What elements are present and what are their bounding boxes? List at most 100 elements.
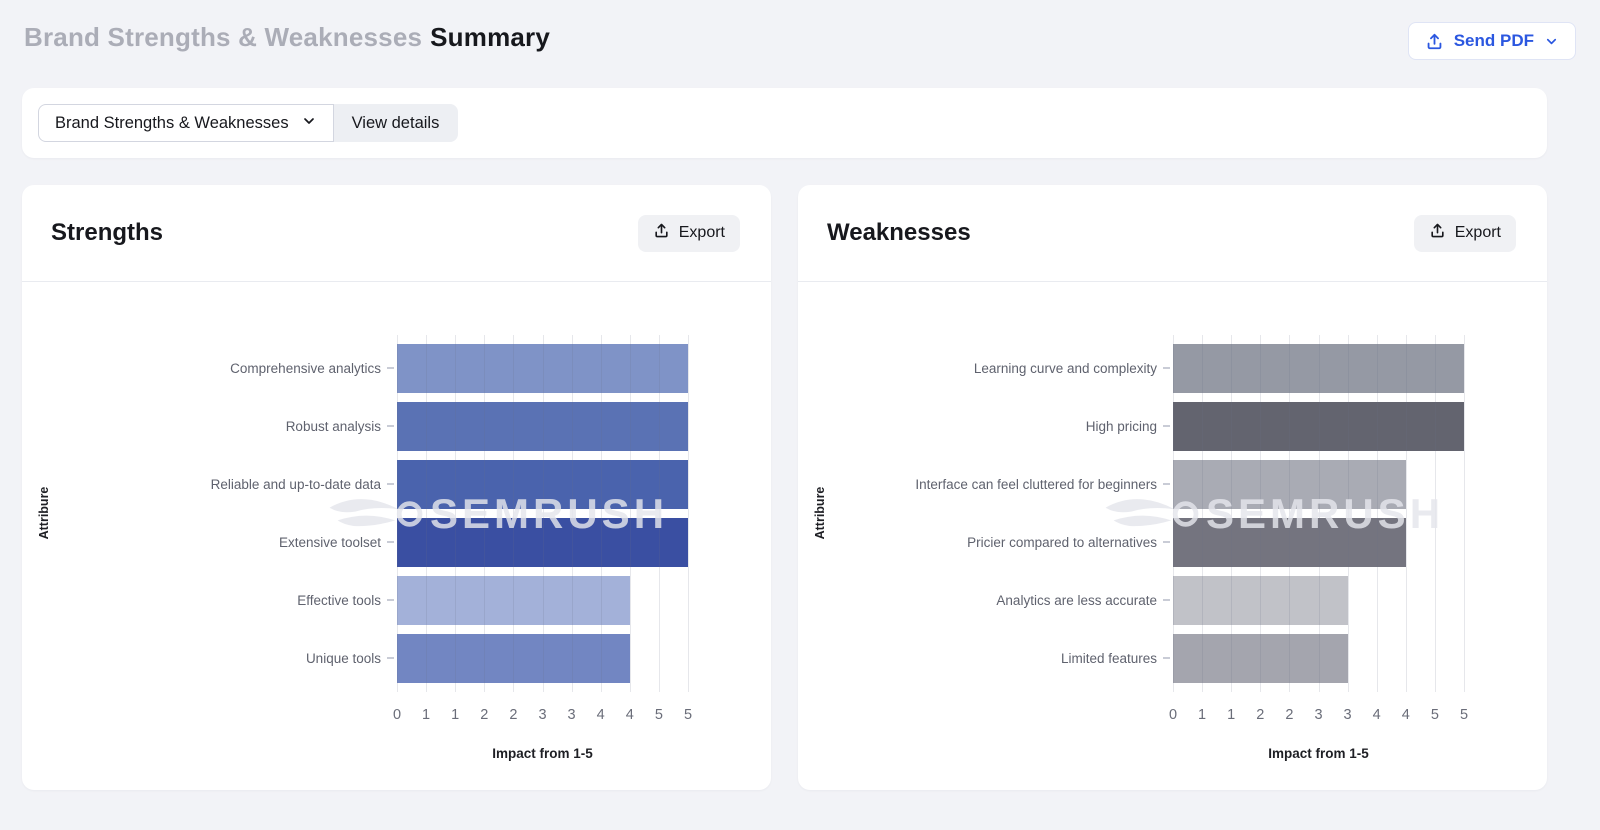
category-label: Extensive toolset xyxy=(278,534,381,550)
category-label-cell: Reliable and up-to-date data xyxy=(22,477,397,492)
bar-row: Interface can feel cluttered for beginne… xyxy=(798,455,1547,513)
weaknesses-card-header: Weaknesses Export xyxy=(798,185,1547,282)
bar xyxy=(1173,459,1406,509)
category-label: Limited features xyxy=(1060,650,1157,666)
x-tick-label: 2 xyxy=(480,707,489,723)
bar-row: Robust analysis xyxy=(22,397,771,455)
x-tick-label: 2 xyxy=(509,707,518,723)
category-label-cell: Robust analysis xyxy=(22,419,397,434)
weaknesses-card: Weaknesses Export Attribure Learning cur… xyxy=(798,185,1547,790)
page-title: Brand Strengths & Weaknesses Summary xyxy=(24,22,550,53)
x-tick-label: 1 xyxy=(1198,707,1207,723)
y-tick xyxy=(1163,367,1170,369)
upload-icon xyxy=(1425,32,1444,51)
bar-row: Extensive toolset xyxy=(22,513,771,571)
bar xyxy=(397,401,688,451)
bar xyxy=(1173,343,1464,393)
strengths-card-header: Strengths Export xyxy=(22,185,771,282)
category-label: Learning curve and complexity xyxy=(973,360,1157,376)
x-tick-label: 1 xyxy=(1227,707,1236,723)
x-tick-label: 5 xyxy=(1459,707,1469,723)
weaknesses-chart: Attribure Learning curve and complexity H… xyxy=(798,282,1547,789)
page-header: Brand Strengths & Weaknesses Summary Send… xyxy=(0,0,1600,60)
x-tick-label: 2 xyxy=(1285,707,1294,723)
upload-icon xyxy=(1429,222,1446,244)
page-title-report-name: Brand Strengths & Weaknesses xyxy=(24,22,423,52)
page-title-section: Summary xyxy=(430,22,551,52)
report-dropdown[interactable]: Brand Strengths & Weaknesses xyxy=(38,104,334,142)
upload-icon xyxy=(653,222,670,244)
y-tick xyxy=(1163,425,1170,427)
bar-rows: Learning curve and complexity High pricin… xyxy=(798,339,1547,687)
category-label: High pricing xyxy=(1085,418,1157,434)
bar-row: Reliable and up-to-date data xyxy=(22,455,771,513)
bar xyxy=(397,343,688,393)
category-label-cell: Interface can feel cluttered for beginne… xyxy=(798,477,1173,492)
send-pdf-label: Send PDF xyxy=(1453,31,1534,50)
chevron-down-icon xyxy=(1544,34,1559,49)
y-tick xyxy=(387,425,394,427)
category-label: Pricier compared to alternatives xyxy=(967,534,1157,550)
x-axis-ticks: 0 1 1 2 2 3 3 4 4 5 5 xyxy=(393,707,692,725)
y-tick xyxy=(387,657,394,659)
bar-row: Limited features xyxy=(798,629,1547,687)
category-label-cell: Pricier compared to alternatives xyxy=(798,535,1173,550)
bar xyxy=(1173,517,1406,567)
view-details-label: View details xyxy=(351,113,440,132)
x-tick-label: 3 xyxy=(1343,707,1352,723)
category-label-cell: Unique tools xyxy=(22,651,397,666)
x-tick-label: 5 xyxy=(1430,707,1439,723)
y-tick xyxy=(1163,657,1170,659)
category-label: Unique tools xyxy=(305,650,381,666)
strengths-card: Strengths Export Attribure Comprehensive… xyxy=(22,185,771,790)
x-tick-label: 4 xyxy=(625,707,634,723)
x-tick-label: 4 xyxy=(1372,707,1381,723)
x-tick-label: 0 xyxy=(392,707,402,723)
x-axis-ticks: 0 1 1 2 2 3 3 4 4 5 5 xyxy=(1169,707,1468,725)
bar xyxy=(1173,575,1348,625)
category-label: Robust analysis xyxy=(285,418,381,434)
weaknesses-title: Weaknesses xyxy=(827,219,971,246)
category-label-cell: Comprehensive analytics xyxy=(22,361,397,376)
category-label: Comprehensive analytics xyxy=(230,360,381,376)
bar xyxy=(1173,633,1348,683)
bar-row: Pricier compared to alternatives xyxy=(798,513,1547,571)
x-tick-label: 5 xyxy=(683,707,693,723)
bar-row: Comprehensive analytics xyxy=(22,339,771,397)
view-details-button[interactable]: View details xyxy=(333,104,459,142)
export-label: Export xyxy=(678,224,725,241)
category-label: Reliable and up-to-date data xyxy=(210,476,381,492)
strengths-chart: Attribure Comprehensive analytics Robust … xyxy=(22,282,771,789)
bar-rows: Comprehensive analytics Robust analysis Re… xyxy=(22,339,771,687)
x-tick-label: 1 xyxy=(422,707,431,723)
x-tick-label: 4 xyxy=(1401,707,1410,723)
report-toolbar: Brand Strengths & Weaknesses View detail… xyxy=(22,88,1547,158)
category-label-cell: Analytics are less accurate xyxy=(798,593,1173,608)
category-label-cell: Extensive toolset xyxy=(22,535,397,550)
send-pdf-button[interactable]: Send PDF xyxy=(1407,22,1576,60)
category-label-cell: Learning curve and complexity xyxy=(798,361,1173,376)
strengths-title: Strengths xyxy=(51,219,164,246)
export-label: Export xyxy=(1454,224,1501,241)
x-tick-label: 3 xyxy=(538,707,547,723)
bar-row: Analytics are less accurate xyxy=(798,571,1547,629)
bar-row: Effective tools xyxy=(22,571,771,629)
x-tick-label: 4 xyxy=(596,707,605,723)
strengths-export-button[interactable]: Export xyxy=(637,214,740,252)
bar xyxy=(397,517,688,567)
bar-row: High pricing xyxy=(798,397,1547,455)
category-label-cell: High pricing xyxy=(798,419,1173,434)
y-tick xyxy=(387,483,394,485)
category-label: Interface can feel cluttered for beginne… xyxy=(915,476,1157,492)
bar-row: Learning curve and complexity xyxy=(798,339,1547,397)
x-tick-label: 3 xyxy=(1314,707,1323,723)
bar xyxy=(1173,401,1464,451)
bar xyxy=(397,633,630,683)
weaknesses-export-button[interactable]: Export xyxy=(1413,214,1516,252)
x-tick-label: 5 xyxy=(654,707,663,723)
x-tick-label: 1 xyxy=(451,707,460,723)
y-tick xyxy=(387,599,394,601)
y-tick xyxy=(387,367,394,369)
x-axis-label: Impact from 1-5 xyxy=(1268,746,1369,761)
bar xyxy=(397,459,688,509)
